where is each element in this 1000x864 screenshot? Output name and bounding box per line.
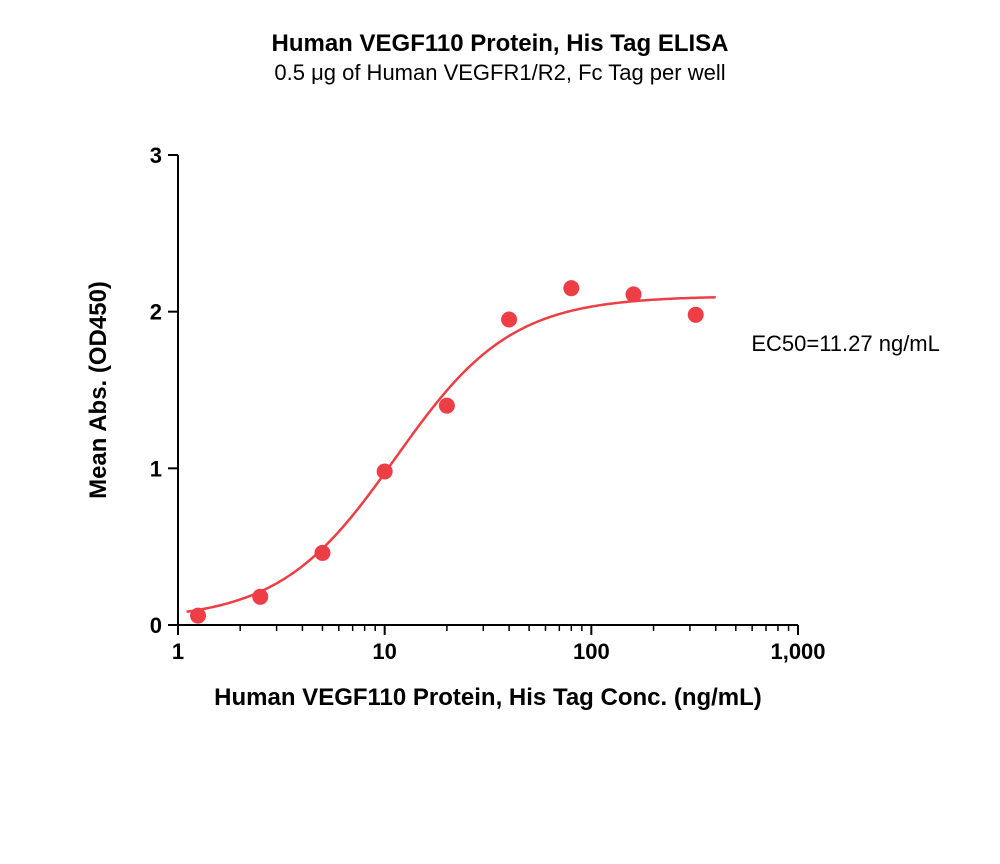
data-point xyxy=(626,286,642,302)
x-tick-label: 1,000 xyxy=(770,639,825,664)
data-point xyxy=(688,307,704,323)
data-point xyxy=(377,463,393,479)
ec50-annotation: EC50=11.27 ng/mL xyxy=(751,331,940,356)
chart-svg: 01231101001,000Human VEGF110 Protein, Hi… xyxy=(0,0,1000,864)
data-point xyxy=(439,398,455,414)
data-point xyxy=(252,589,268,605)
fit-curve xyxy=(187,297,716,611)
y-tick-label: 2 xyxy=(150,300,162,325)
x-axis-label: Human VEGF110 Protein, His Tag Conc. (ng… xyxy=(214,684,762,711)
data-point xyxy=(501,312,517,328)
y-tick-label: 3 xyxy=(150,143,162,168)
data-point xyxy=(563,280,579,296)
y-tick-label: 1 xyxy=(150,456,162,481)
y-tick-label: 0 xyxy=(150,613,162,638)
y-axis-label: Mean Abs. (OD450) xyxy=(85,281,112,499)
data-point xyxy=(190,608,206,624)
x-tick-label: 10 xyxy=(372,639,396,664)
x-tick-label: 1 xyxy=(172,639,184,664)
data-point xyxy=(314,545,330,561)
chart-container: Human VEGF110 Protein, His Tag ELISA 0.5… xyxy=(0,0,1000,864)
x-tick-label: 100 xyxy=(573,639,610,664)
